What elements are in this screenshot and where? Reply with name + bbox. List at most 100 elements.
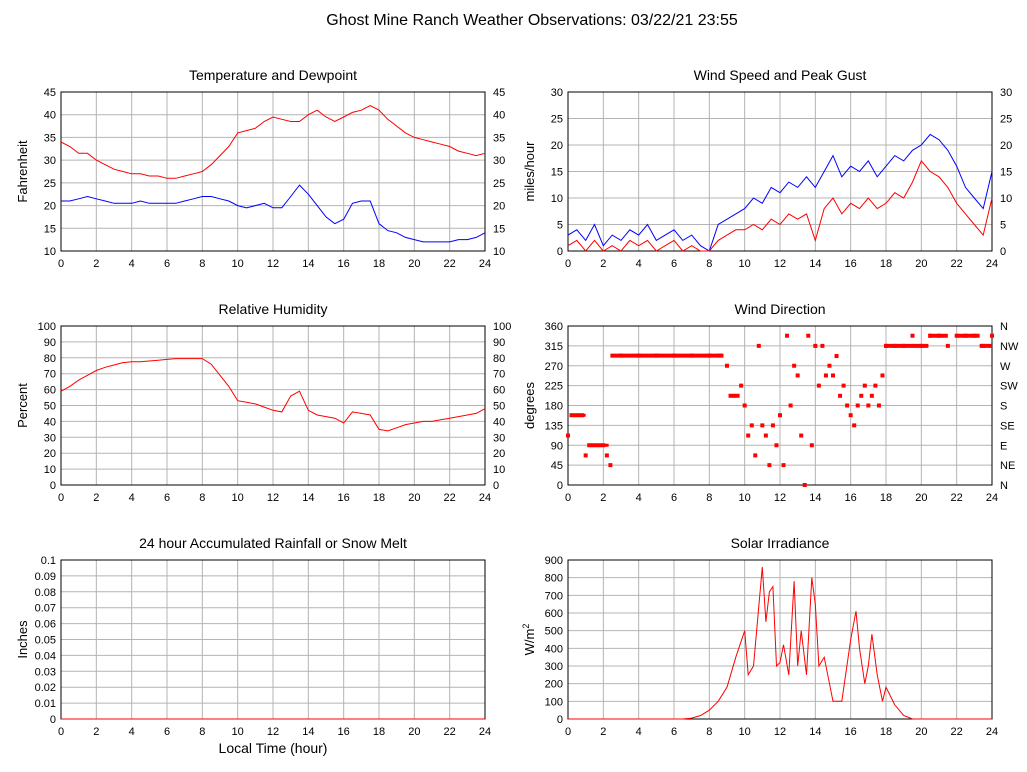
rh-right-tick-label: 70 xyxy=(493,369,505,381)
rh-xtick-label: 12 xyxy=(267,492,279,504)
temp-xtick-label: 14 xyxy=(302,258,314,270)
temp-right-tick-label: 25 xyxy=(493,178,505,190)
rh-right-tick-label: 50 xyxy=(493,401,505,413)
solar-series-line xyxy=(568,567,992,720)
rh-xtick-label: 16 xyxy=(338,492,350,504)
temp-right-tick-label: 45 xyxy=(493,87,505,99)
wdir-ytick-label: 270 xyxy=(545,361,563,373)
solar-xtick-label: 20 xyxy=(915,726,927,738)
rain-ylabel: Inches xyxy=(15,620,30,659)
temp-xtick-label: 10 xyxy=(232,258,244,270)
wdir-point xyxy=(583,453,588,458)
wdir-point xyxy=(855,403,860,408)
wdir-point xyxy=(880,373,885,378)
temp-xtick-label: 20 xyxy=(408,258,420,270)
rain-ytick-label: 0.08 xyxy=(35,587,56,599)
temp-ytick-label: 40 xyxy=(44,110,56,122)
solar-xtick-label: 14 xyxy=(809,726,821,738)
wdir-point xyxy=(788,403,793,408)
rain-xtick-label: 0 xyxy=(58,726,64,738)
wdir-point xyxy=(781,463,786,468)
rh-ylabel: Percent xyxy=(15,383,30,428)
wind-ytick-label: 15 xyxy=(551,167,563,179)
rain-ytick-label: 0.07 xyxy=(35,603,56,615)
temp-xtick-label: 2 xyxy=(93,258,99,270)
wdir-point xyxy=(809,443,814,448)
temp-xtick-label: 16 xyxy=(338,258,350,270)
temp-ytick-label: 15 xyxy=(44,223,56,235)
wdir-point xyxy=(778,413,782,418)
rain-xtick-label: 22 xyxy=(444,726,456,738)
wdir-right-tick-label: N xyxy=(1000,321,1008,333)
temp-right-tick-label: 20 xyxy=(493,201,505,213)
rain-chart: 24 hour Accumulated Rainfall or Snow Mel… xyxy=(15,535,491,756)
wdir-ytick-label: 135 xyxy=(545,420,563,432)
rain-xtick-label: 20 xyxy=(408,726,420,738)
wind-xtick-label: 2 xyxy=(600,258,606,270)
wdir-point xyxy=(859,393,864,398)
rain-xlabel: Local Time (hour) xyxy=(219,740,328,756)
wdir-ytick-label: 315 xyxy=(545,341,563,353)
wind-xtick-label: 14 xyxy=(809,258,821,270)
wind-xtick-label: 12 xyxy=(774,258,786,270)
rain-xtick-label: 14 xyxy=(302,726,314,738)
wdir-point xyxy=(753,453,758,458)
wdir-point xyxy=(728,393,733,398)
wind-right-tick-label: 20 xyxy=(1000,140,1012,152)
solar-ytick-label: 900 xyxy=(545,555,563,567)
wdir-xtick-label: 14 xyxy=(809,492,821,504)
temp-right-tick-label: 30 xyxy=(493,155,505,167)
rain-ytick-label: 0.1 xyxy=(41,555,56,567)
temp-right-tick-label: 35 xyxy=(493,132,505,144)
rh-plot-frame xyxy=(60,325,486,486)
wdir-xtick-label: 10 xyxy=(739,492,751,504)
temp-ytick-label: 20 xyxy=(44,201,56,213)
wdir-right-tick-label: NE xyxy=(1000,460,1015,472)
wind-xtick-label: 16 xyxy=(845,258,857,270)
solar-ytick-label: 200 xyxy=(545,679,563,691)
rh-ytick-label: 50 xyxy=(44,401,56,413)
temp-series-line xyxy=(60,105,486,179)
rh-ytick-label: 70 xyxy=(44,369,56,381)
rain-xtick-label: 6 xyxy=(164,726,170,738)
wdir-point xyxy=(823,373,828,378)
rain-ytick-label: 0.03 xyxy=(35,666,56,678)
wdir-right-tick-label: N xyxy=(1000,480,1008,492)
wdir-point xyxy=(866,403,871,408)
rh-xtick-label: 6 xyxy=(164,492,170,504)
wdir-point xyxy=(795,373,800,378)
rain-ytick-label: 0.06 xyxy=(35,619,56,631)
wind-ytick-label: 20 xyxy=(551,140,563,152)
wdir-point xyxy=(813,343,818,348)
rh-ytick-label: 40 xyxy=(44,416,56,428)
rain-ytick-label: 0.09 xyxy=(35,571,56,583)
solar-ytick-label: 700 xyxy=(545,590,563,602)
wdir-point xyxy=(767,463,772,468)
rain-xtick-label: 8 xyxy=(199,726,205,738)
wdir-point xyxy=(838,393,843,398)
wind-xtick-label: 24 xyxy=(986,258,998,270)
temp-right-tick-label: 15 xyxy=(493,223,505,235)
solar-title: Solar Irradiance xyxy=(731,535,830,551)
rh-ytick-label: 60 xyxy=(44,385,56,397)
rh-ytick-label: 20 xyxy=(44,448,56,460)
temp-ytick-label: 30 xyxy=(44,155,56,167)
rain-xtick-label: 16 xyxy=(338,726,350,738)
wdir-ytick-label: 0 xyxy=(557,480,563,492)
solar-xtick-label: 22 xyxy=(951,726,963,738)
wdir-point xyxy=(945,343,950,348)
rh-xtick-label: 8 xyxy=(199,492,205,504)
wdir-ytick-label: 225 xyxy=(545,381,563,393)
rh-xtick-label: 20 xyxy=(408,492,420,504)
wdir-right-tick-label: NW xyxy=(1000,341,1019,353)
solar-xtick-label: 12 xyxy=(774,726,786,738)
wdir-xtick-label: 6 xyxy=(671,492,677,504)
wdir-point xyxy=(873,383,878,388)
temp-xtick-label: 8 xyxy=(199,258,205,270)
wind-xtick-label: 10 xyxy=(739,258,751,270)
wind-ytick-label: 0 xyxy=(557,246,563,258)
